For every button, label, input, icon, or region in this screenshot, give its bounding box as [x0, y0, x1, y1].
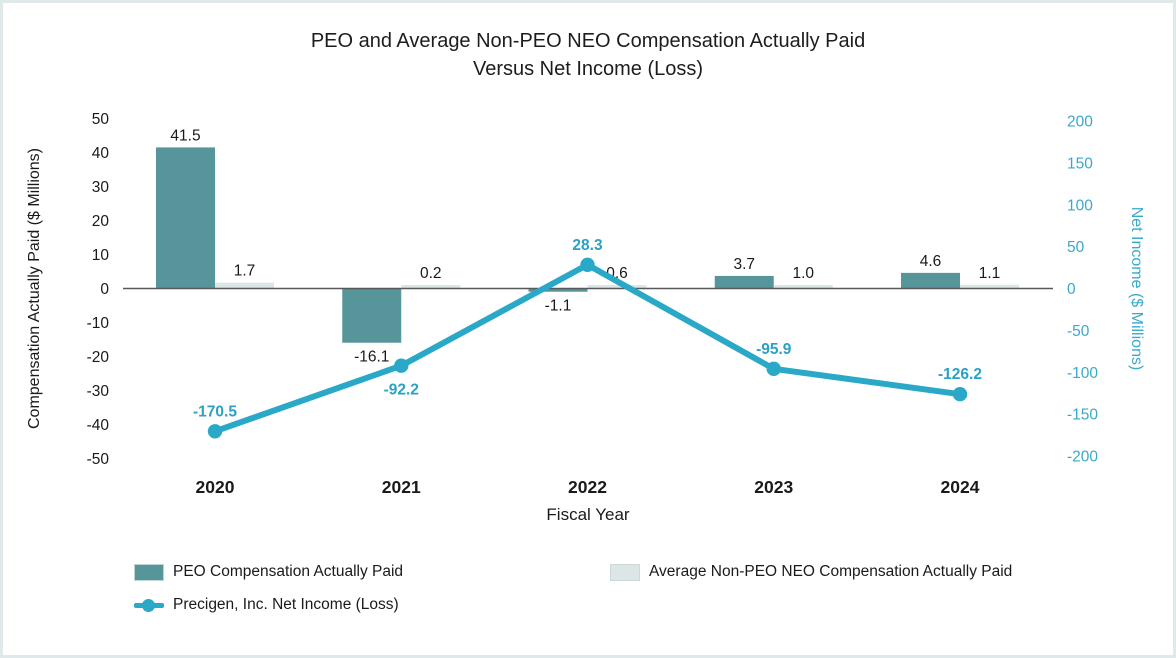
right-axis-tick-label: -50: [1067, 323, 1090, 340]
nonpeo-bar: [773, 285, 833, 289]
net-income-label: -170.5: [193, 403, 237, 420]
nonpeo-bar-label: 1.0: [792, 265, 814, 282]
peo-bar: [901, 272, 960, 289]
peo-bar-label: 41.5: [170, 127, 200, 144]
right-axis-tick-label: -100: [1067, 365, 1098, 382]
legend-label-net-income: Precigen, Inc. Net Income (Loss): [173, 596, 399, 613]
x-axis-title: Fiscal Year: [546, 505, 629, 524]
left-axis-title: Compensation Actually Paid ($ Millions): [26, 148, 43, 429]
legend-label-peo: PEO Compensation Actually Paid: [173, 563, 404, 580]
net-income-label: -126.2: [938, 366, 982, 383]
legend-item-net-income: Precigen, Inc. Net Income (Loss): [134, 596, 399, 614]
right-axis-tick-label: -200: [1067, 449, 1098, 466]
legend: PEO Compensation Actually Paid Average N…: [134, 563, 1114, 629]
peo-bar: [342, 288, 402, 343]
net-income-point: [766, 361, 781, 377]
left-axis-tick-label: -50: [87, 451, 110, 468]
x-tick-label: 2021: [382, 477, 421, 497]
chart-title: PEO and Average Non-PEO NEO Compensation…: [3, 27, 1173, 83]
left-axis-tick-label: 40: [92, 145, 110, 162]
nonpeo-bar-label: 1.7: [234, 263, 256, 280]
peo-bar-label: -1.1: [545, 298, 572, 315]
legend-row-1: PEO Compensation Actually Paid Average N…: [134, 563, 1114, 585]
left-axis-tick-label: 50: [92, 111, 110, 128]
legend-label-nonpeo: Average Non-PEO NEO Compensation Actuall…: [649, 563, 1013, 580]
legend-swatch-peo: [134, 563, 164, 581]
net-income-point: [207, 424, 223, 439]
chart-title-line2: Versus Net Income (Loss): [472, 58, 704, 80]
right-axis-tick-label: 0: [1067, 281, 1076, 298]
x-tick-label: 2023: [754, 477, 793, 497]
peo-bar-label: 3.7: [733, 256, 755, 273]
net-income-line-icon-dot: [142, 598, 155, 612]
net-income-point: [580, 257, 595, 272]
x-tick-label: 2022: [568, 477, 607, 497]
left-axis-tick-label: -30: [87, 383, 110, 400]
peo-bar: [528, 288, 588, 292]
net-income-point: [952, 386, 968, 402]
net-income-label: 28.3: [572, 237, 603, 254]
net-income-line-icon: [134, 597, 164, 614]
left-axis-tick-label: -20: [87, 349, 110, 366]
right-axis-tick-label: 200: [1067, 114, 1093, 131]
right-axis-tick-label: 100: [1067, 197, 1093, 214]
left-axis-tick-label: 30: [92, 179, 110, 196]
legend-item-peo: PEO Compensation Actually Paid: [134, 563, 403, 581]
right-axis-title: Net Income ($ Millions): [1128, 207, 1145, 371]
net-income-label: -92.2: [384, 382, 419, 399]
left-axis-tick-label: -10: [87, 315, 110, 332]
nonpeo-bar: [587, 285, 647, 289]
nonpeo-bar: [960, 284, 1019, 289]
chart-canvas: 50403020100-10-20-30-40-50200150100500-5…: [26, 111, 1145, 524]
net-income-label: -95.9: [756, 341, 792, 358]
left-axis-tick-label: -40: [87, 417, 110, 434]
net-income-point: [394, 358, 409, 373]
nonpeo-bar: [215, 282, 274, 289]
x-tick-label: 2024: [941, 477, 980, 497]
left-axis-tick-label: 0: [100, 281, 109, 298]
left-axis-tick-label: 10: [92, 247, 110, 264]
nonpeo-bar: [401, 285, 461, 289]
right-axis-tick-label: -150: [1067, 407, 1098, 424]
right-axis-tick-label: 50: [1067, 239, 1085, 256]
legend-item-nonpeo: Average Non-PEO NEO Compensation Actuall…: [610, 563, 1012, 581]
x-tick-label: 2020: [196, 477, 235, 497]
nonpeo-bar-label: 0.2: [420, 265, 442, 282]
legend-row-2: Precigen, Inc. Net Income (Loss): [134, 596, 1114, 618]
chart-title-line1: PEO and Average Non-PEO NEO Compensation…: [310, 30, 866, 52]
peo-bar-label: -16.1: [354, 349, 389, 366]
left-axis-tick-label: 20: [92, 213, 110, 230]
peo-bar: [156, 147, 215, 289]
nonpeo-bar-label: 1.1: [979, 265, 1001, 282]
legend-swatch-nonpeo: [610, 563, 640, 581]
peo-bar: [714, 275, 774, 289]
right-axis-tick-label: 150: [1067, 155, 1093, 172]
peo-bar-label: 4.6: [920, 253, 942, 270]
